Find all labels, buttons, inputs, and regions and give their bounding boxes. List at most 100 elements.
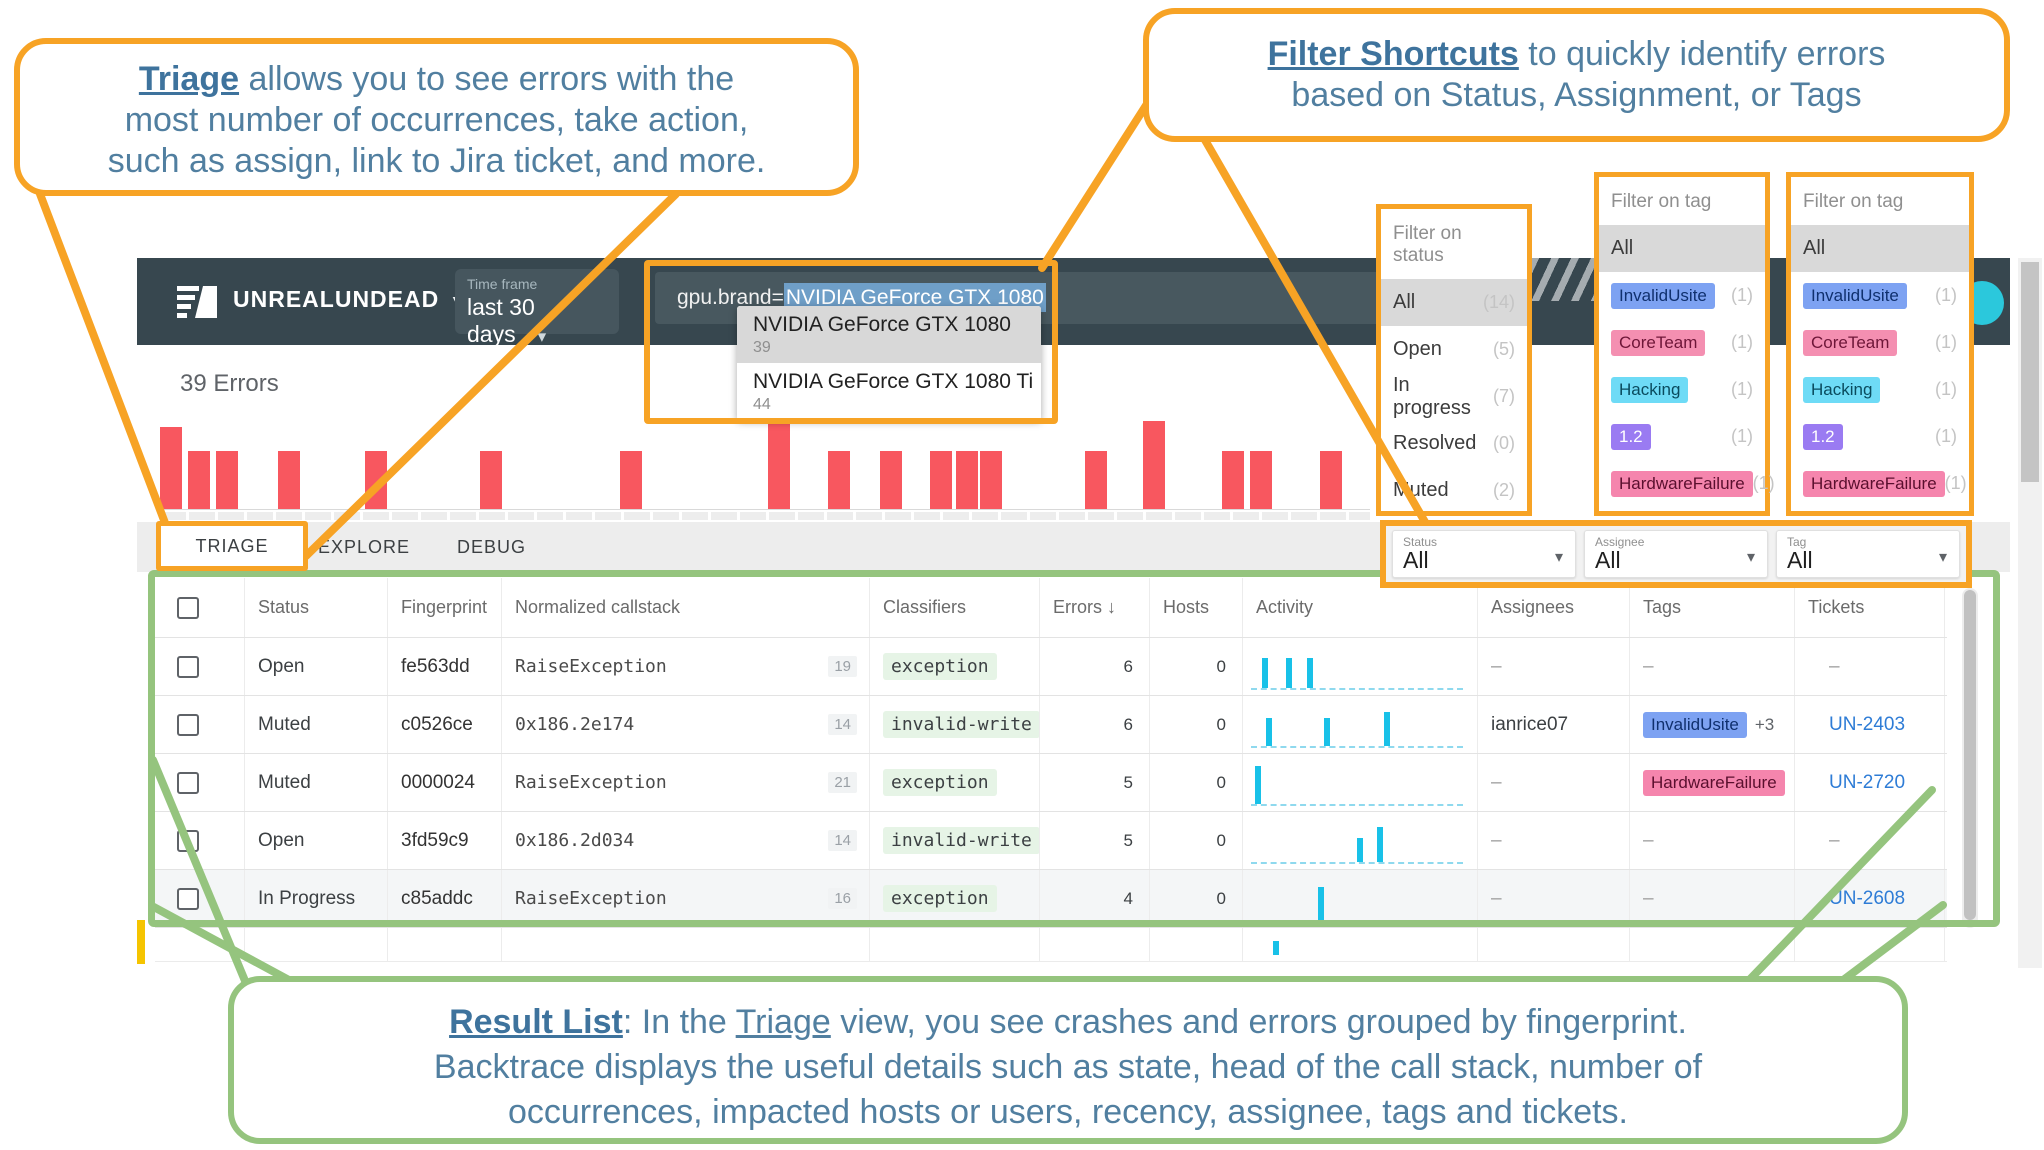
cell-errors: 5 — [1040, 754, 1150, 811]
cell-fingerprint: 0000024 — [388, 754, 502, 811]
quick-filter-value: All — [1595, 547, 1621, 573]
tag-filter-option-all[interactable]: All — [1791, 225, 1969, 272]
tag-option-count: (1) — [1731, 426, 1753, 446]
quick-filter-value: All — [1403, 547, 1429, 573]
cell-hosts: 0 — [1150, 812, 1243, 869]
cell-classifier: exception — [870, 638, 1040, 695]
table-scrollbar[interactable] — [1962, 588, 1978, 928]
tag-filter-option[interactable]: InvalidUsite (1) — [1599, 272, 1765, 319]
tab-explore[interactable]: EXPLORE — [318, 537, 411, 557]
callstack-text: RaiseException — [515, 772, 667, 793]
activity-bar — [1286, 657, 1292, 688]
timeframe-label: Time frame — [467, 276, 538, 292]
tag-pill: InvalidUsite — [1643, 711, 1747, 738]
cell-callstack: RaiseException 21 — [502, 754, 870, 811]
table-cell — [1150, 928, 1243, 961]
suggestion-count: 44 — [753, 396, 771, 413]
tag-pill: InvalidUsite — [1611, 282, 1715, 309]
table-row[interactable]: Muted c0526ce 0x186.2e174 14 invalid-write 6 0… — [155, 696, 1947, 754]
activity-bar — [1357, 837, 1363, 862]
tag-filter-option[interactable]: HardwareFailure (1) — [1791, 460, 1969, 507]
table-row[interactable]: Open fe563dd RaiseException 19 exception 6 0 – –… — [155, 638, 1947, 696]
frame-count-badge: 14 — [828, 830, 857, 851]
browser-scrollbar[interactable] — [2018, 258, 2042, 968]
tab-debug[interactable]: DEBUG — [457, 537, 527, 557]
tag-filter-option[interactable]: 1.2 (1) — [1599, 413, 1765, 460]
cell-errors: 6 — [1040, 638, 1150, 695]
select-all-checkbox[interactable] — [177, 596, 199, 619]
empty-value-dash: – — [1643, 655, 1654, 677]
row-checkbox[interactable] — [177, 713, 199, 736]
column-header-tickets: Tickets — [1795, 578, 1945, 637]
tag-filter-option[interactable]: Hacking (1) — [1599, 366, 1765, 413]
tag-filter-option[interactable]: HardwareFailure (1) — [1599, 460, 1775, 507]
quick-filter-status-dropdown[interactable]: Status All ▾ — [1392, 530, 1576, 578]
result-list-callout-frame — [148, 570, 2000, 927]
table-row[interactable]: Open 3fd59c9 0x186.2d034 14 invalid-write 5 0 –… — [155, 812, 1947, 870]
search-suggestion-item[interactable]: NVIDIA GeForce GTX 1080 39 — [737, 306, 1041, 363]
cell-hosts: 0 — [1150, 696, 1243, 753]
cell-ticket: – — [1795, 638, 1945, 695]
empty-value-dash: – — [1491, 887, 1502, 909]
row-checkbox[interactable] — [177, 655, 199, 678]
activity-bar — [1255, 765, 1261, 804]
frame-count-badge: 14 — [828, 714, 857, 735]
filter-shortcuts-annotation: Filter Shortcuts to quickly identify err… — [1143, 8, 2010, 142]
quick-filter-tag-dropdown[interactable]: Tag All ▾ — [1776, 530, 1960, 578]
result-annotation-lead: Result List — [449, 1003, 623, 1041]
triage-annotation-lead: Triage — [138, 60, 240, 98]
histogram-bar — [160, 427, 182, 509]
status-filter-option[interactable]: All (14) — [1381, 279, 1527, 326]
ticket-link[interactable]: UN-2403 — [1829, 713, 1906, 735]
frame-count-badge: 16 — [828, 888, 857, 909]
cell-assignees: ianrice07 — [1478, 696, 1630, 753]
search-suggestions-dropdown: NVIDIA GeForce GTX 1080 39 NVIDIA GeForce … — [737, 306, 1041, 420]
cell-activity — [1243, 638, 1478, 695]
histogram-bar — [278, 451, 300, 509]
tab-triage[interactable]: TRIAGE — [156, 521, 308, 571]
empty-value-dash: – — [1491, 829, 1502, 851]
table-cell — [1795, 928, 1945, 961]
tag-option-count: (1) — [1935, 285, 1957, 305]
status-filter-option[interactable]: Muted (2) — [1381, 467, 1527, 514]
quick-filter-assignee-dropdown[interactable]: Assignee All ▾ — [1584, 530, 1768, 578]
status-filter-option[interactable]: In progress (7) — [1381, 373, 1527, 420]
classifier-pill: invalid-write — [883, 827, 1039, 854]
project-selector[interactable]: UNREALUNDEAD▾ — [233, 286, 464, 313]
status-option-label: Resolved — [1393, 432, 1477, 454]
activity-bar — [1266, 717, 1272, 746]
status-filter-option[interactable]: Open (5) — [1381, 326, 1527, 373]
tag-filter-option[interactable]: CoreTeam (1) — [1599, 319, 1765, 366]
tag-filter-option[interactable]: InvalidUsite (1) — [1791, 272, 1969, 319]
table-cell — [1243, 928, 1478, 961]
table-cell — [245, 928, 388, 961]
quick-filter-value: All — [1787, 547, 1813, 573]
quick-filter-label: Tag — [1787, 535, 1807, 549]
table-cell — [1630, 928, 1795, 961]
histogram-bar — [480, 451, 502, 509]
search-suggestion-item[interactable]: NVIDIA GeForce GTX 1080 Ti 44 — [737, 363, 1041, 420]
tag-pill: 1.2 — [1611, 423, 1651, 450]
result-annotation-line2: Backtrace displays the useful details su… — [433, 1048, 1703, 1086]
extra-tags-count: +3 — [1754, 714, 1775, 734]
cell-errors: 6 — [1040, 696, 1150, 753]
activity-bar — [1324, 717, 1330, 746]
filter-panel-title: Filter on status — [1393, 223, 1462, 266]
result-annotation-mid: : In the — [622, 1003, 736, 1041]
tag-filter-option-all[interactable]: All — [1599, 225, 1765, 272]
tag-filter-option[interactable]: CoreTeam (1) — [1791, 319, 1969, 366]
cell-tags: InvalidUsite +3 — [1630, 696, 1795, 753]
table-cell — [1040, 928, 1150, 961]
tag-filter-option[interactable]: 1.2 (1) — [1791, 413, 1969, 460]
tag-filter-option[interactable]: Hacking (1) — [1791, 366, 1969, 413]
tag-option-label: All — [1803, 237, 1826, 259]
cell-hosts: 0 — [1150, 870, 1243, 927]
status-option-label: In progress — [1393, 373, 1471, 419]
tag-option-count: (1) — [1944, 473, 1967, 493]
timeframe-selector[interactable]: Time frame last 30 days ▾ — [455, 269, 619, 347]
table-cell — [502, 928, 870, 961]
cell-tags: – — [1630, 638, 1795, 695]
status-filter-option[interactable]: Resolved (0) — [1381, 420, 1527, 467]
tag-pill: CoreTeam — [1803, 329, 1898, 356]
errors-count-label: 39 Errors — [180, 370, 279, 397]
